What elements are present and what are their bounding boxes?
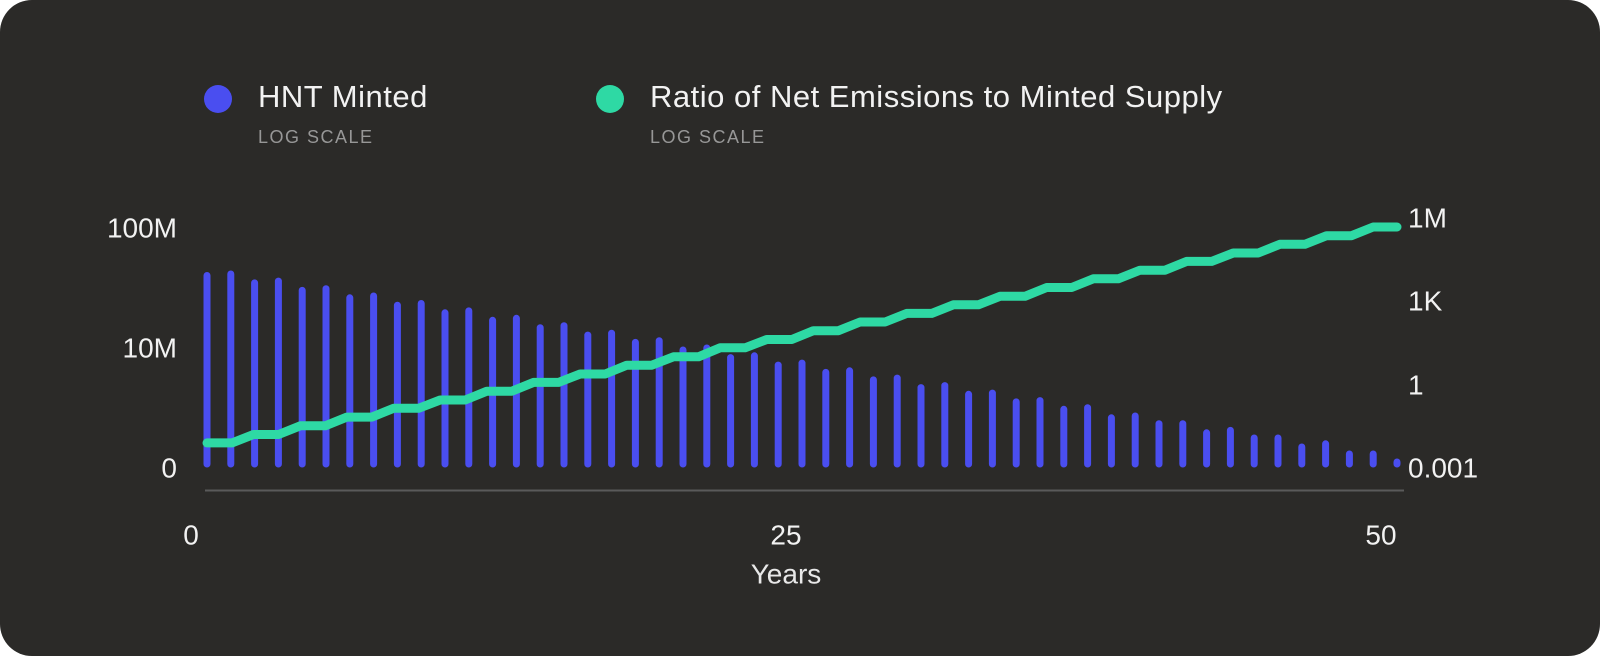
x-axis-title: Years [751,559,822,590]
right-axis-tick-0001: 0.001 [1408,453,1478,484]
legend-sublabel-log-scale: LOG SCALE [258,127,374,147]
ratio-line [202,222,1402,448]
left-axis-tick-0: 0 [161,453,177,484]
x-axis-tick-0: 0 [183,520,199,551]
legend-sublabel-log-scale: LOG SCALE [650,127,766,147]
left-axis-tick-10m: 10M [123,333,177,364]
legend-item-hnt-minted: HNT Minted LOG SCALE [204,80,428,148]
line-series-ratio [202,222,1402,448]
left-axis-tick-100m: 100M [107,213,177,244]
x-axis-tick-25: 25 [770,520,801,551]
right-axis-tick-1m: 1M [1408,203,1447,234]
legend-item-ratio: Ratio of Net Emissions to Minted Supply … [596,80,1223,148]
bar-series-hnt-minted [203,270,1401,468]
legend-swatch-hnt-minted-icon [204,85,232,113]
x-axis-tick-50: 50 [1365,520,1396,551]
legend-label-ratio: Ratio of Net Emissions to Minted Supply [650,79,1223,114]
legend-label-hnt-minted: HNT Minted [258,79,428,114]
right-axis-tick-1k: 1K [1408,286,1443,317]
right-axis-tick-1: 1 [1408,370,1424,401]
legend-swatch-ratio-icon [596,85,624,113]
